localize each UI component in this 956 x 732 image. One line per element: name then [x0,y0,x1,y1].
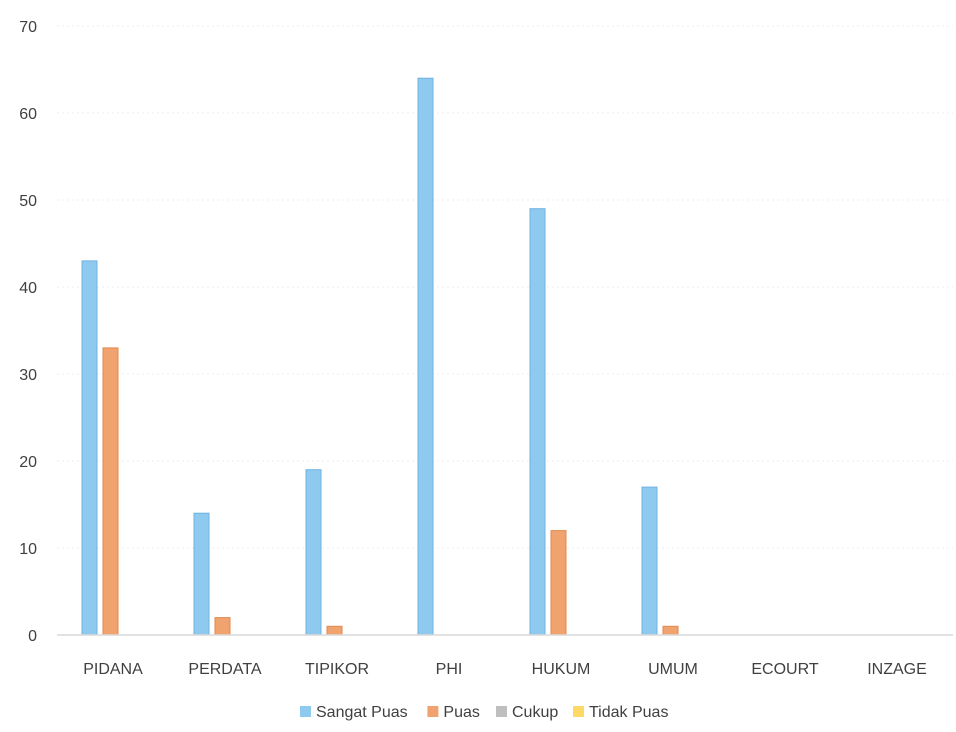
y-tick-label: 70 [19,19,37,36]
y-tick-label: 50 [19,193,37,210]
legend-swatch [427,706,439,717]
y-tick-label: 10 [19,541,37,558]
y-tick-label: 0 [28,628,37,645]
bar-puas-umum [662,625,679,636]
x-category-label: UMUM [648,661,698,678]
x-category-label: PHI [436,661,463,678]
y-tick-label: 60 [19,106,37,123]
legend-swatch [573,706,584,717]
y-tick-label: 40 [19,280,37,297]
x-category-label: HUKUM [532,661,591,678]
bar-sangat-puas-pidana [81,260,98,636]
x-axis: PIDANA PERDATA TIPIKOR PHI HUKUM UMUM ECOURT IN… [57,634,953,678]
bar-sangat-puas-tipikor [305,469,322,636]
x-category-label: INZAGE [867,661,927,678]
y-axis: 0 10 20 30 40 50 60 70 [19,19,37,645]
bar-sangat-puas-phi [417,77,434,636]
gridlines [57,25,953,549]
legend-label: Puas [443,704,479,721]
bar-puas-tipikor [326,625,343,636]
legend-label: Tidak Puas [589,704,668,721]
legend-swatch [496,706,507,717]
bar-puas-pidana [102,347,119,636]
y-tick-label: 30 [19,367,37,384]
x-category-label: PIDANA [83,661,143,678]
x-category-label: ECOURT [751,661,818,678]
legend: Sangat Puas Puas Cukup Tidak Puas [300,704,668,721]
bar-sangat-puas-umum [641,486,658,636]
bars [81,77,679,636]
legend-label: Sangat Puas [316,704,408,721]
bar-sangat-puas-perdata [193,512,210,636]
x-category-label: PERDATA [188,661,262,678]
bar-puas-perdata [214,617,231,636]
bar-puas-hukum [550,530,567,636]
y-tick-label: 20 [19,454,37,471]
legend-swatch [300,706,311,717]
bar-sangat-puas-hukum [529,208,546,636]
x-category-label: TIPIKOR [305,661,369,678]
legend-label: Cukup [512,704,558,721]
